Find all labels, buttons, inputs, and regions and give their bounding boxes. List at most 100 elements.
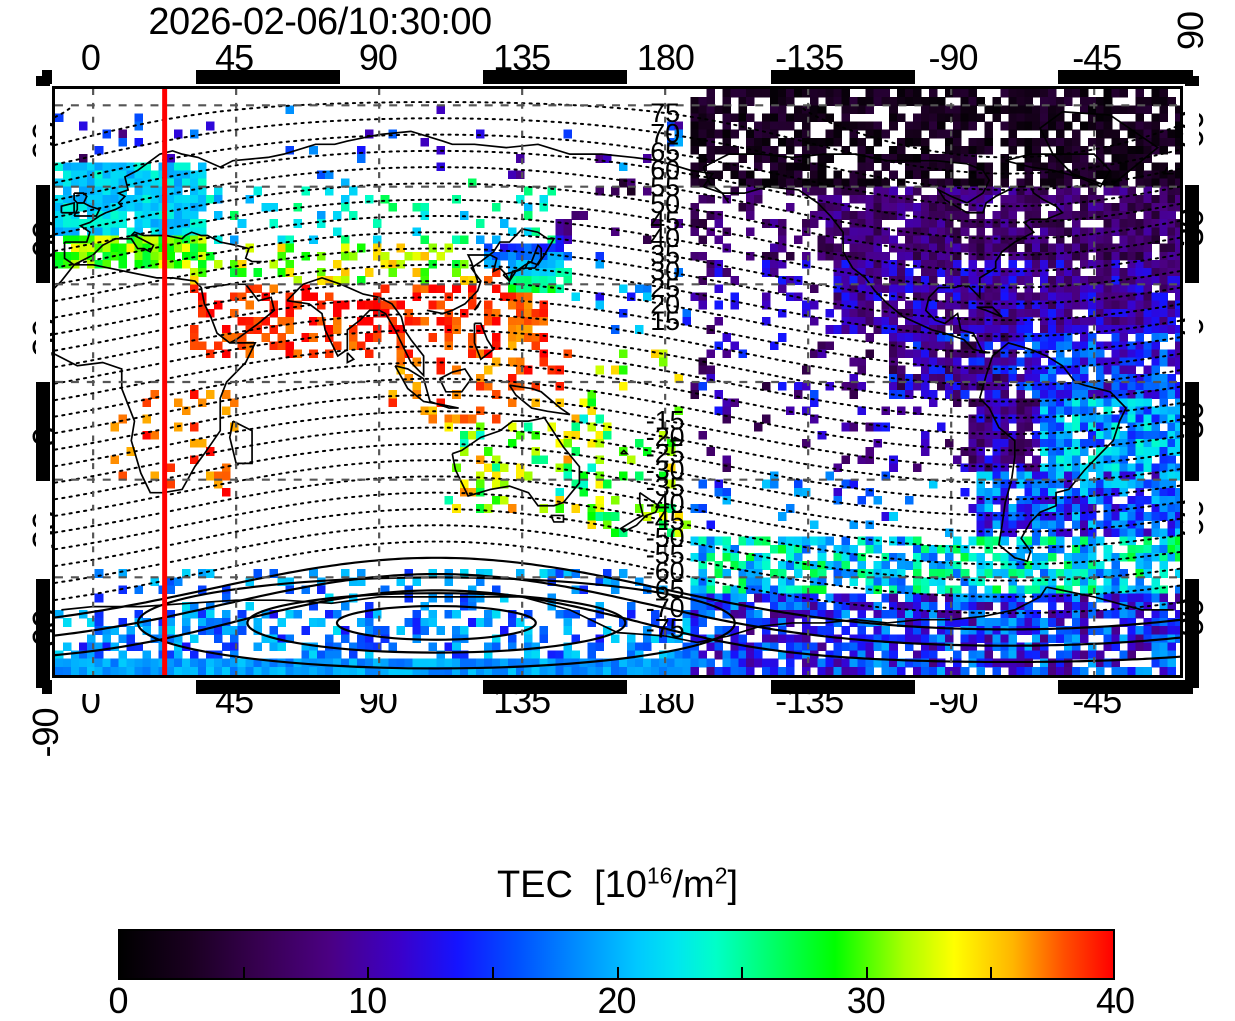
tec-cell — [873, 170, 882, 180]
tec-cell — [134, 186, 143, 196]
tec-cell — [1167, 471, 1176, 481]
tec-cell — [1071, 292, 1081, 302]
magnetic-latitude-contour — [55, 394, 1180, 468]
colorbar-unit-post: /m — [672, 864, 715, 906]
tec-cell — [531, 276, 541, 285]
tec-cell — [857, 308, 866, 318]
tec-cell — [944, 170, 954, 180]
tec-cell — [198, 227, 207, 237]
tec-cell — [960, 569, 970, 578]
tec-cell — [968, 414, 978, 424]
tec-cell — [849, 577, 859, 587]
tec-cell — [523, 650, 533, 660]
tec-cell — [1135, 487, 1145, 497]
tec-cell — [1111, 447, 1121, 456]
tec-cell — [905, 601, 914, 611]
tec-cell — [714, 235, 723, 245]
tec-cell — [1095, 113, 1105, 123]
tec-cell — [634, 438, 644, 448]
tec-cell — [1151, 520, 1160, 530]
tec-cell — [428, 414, 437, 424]
tec-cell — [1024, 373, 1033, 383]
tec-cell — [627, 178, 636, 188]
tec-cell — [1024, 300, 1033, 310]
tec-cell — [1095, 308, 1105, 318]
tec-cell — [992, 455, 1002, 464]
tec-cell — [809, 137, 819, 147]
tec-cell — [825, 561, 835, 570]
tec-cell — [285, 105, 294, 115]
tec-cell — [1016, 479, 1025, 489]
tec-cell — [1167, 211, 1176, 220]
tec-cell — [1175, 504, 1180, 513]
tec-cell — [1167, 259, 1176, 269]
tec-cell — [452, 650, 461, 660]
tec-cell — [698, 536, 708, 546]
tec-cell — [928, 544, 938, 554]
tec-cell — [1040, 97, 1049, 106]
tec-cell — [905, 235, 914, 245]
tec-cell — [881, 186, 890, 196]
tec-cell — [1175, 170, 1180, 180]
map-plot-area[interactable]: 75 70 65 60 55 50 45 40 35 30 25 20 15 -15 -20 -25 -30 -3… — [52, 86, 1183, 678]
tec-cell — [849, 186, 859, 196]
tec-cell — [1095, 471, 1105, 481]
tec-cell — [531, 642, 541, 652]
tec-cell — [698, 137, 708, 147]
tec-cell — [833, 129, 843, 139]
tec-cell — [976, 219, 986, 228]
tec-cell — [1008, 284, 1017, 294]
tec-cell — [102, 194, 112, 204]
tec-cell — [1143, 227, 1152, 237]
tec-cell — [1064, 512, 1073, 521]
tec-cell — [452, 626, 461, 635]
tec-cell — [1111, 626, 1121, 635]
tec-cell — [952, 601, 962, 611]
tec-cell — [237, 333, 247, 342]
tec-cell — [976, 137, 986, 147]
tec-cell — [1000, 121, 1009, 131]
tec-cell — [690, 227, 700, 237]
magnetic-latitude-contour — [55, 263, 1180, 338]
tec-cell — [1024, 268, 1033, 277]
tec-cell — [62, 194, 72, 204]
tec-cell — [507, 292, 517, 302]
tec-cell — [1159, 536, 1168, 546]
tec-cell — [333, 609, 342, 619]
tec-cell — [1000, 512, 1009, 521]
tec-cell — [388, 316, 398, 326]
tec-cell — [1064, 268, 1073, 277]
tec-cell — [1095, 145, 1105, 155]
tec-cell — [984, 512, 994, 521]
tec-cell — [507, 634, 517, 644]
tec-cell — [1167, 544, 1176, 554]
tec-cell — [190, 170, 199, 180]
tec-cell — [928, 561, 938, 570]
tec-cell — [94, 170, 104, 180]
tec-cell — [1056, 430, 1065, 440]
tec-cell — [1064, 333, 1073, 342]
tec-cell — [1079, 577, 1089, 587]
tec-cell — [1087, 202, 1097, 212]
tec-cell — [1032, 357, 1041, 367]
tec-cell — [984, 251, 994, 261]
tec-cell — [984, 658, 994, 668]
tec-cell — [452, 268, 461, 277]
tec-cell — [1127, 552, 1137, 562]
tec-cell — [1175, 422, 1180, 432]
tec-cell — [865, 658, 874, 668]
tec-cell — [992, 658, 1002, 668]
tec-cell — [134, 162, 143, 171]
tec-cell — [348, 186, 358, 196]
tec-cell — [86, 194, 96, 204]
tec-cell — [873, 577, 882, 587]
tec-cell — [706, 170, 716, 180]
tec-cell — [1056, 626, 1065, 635]
tec-cell — [1056, 422, 1065, 432]
tec-cell — [126, 243, 136, 253]
tec-cell — [913, 463, 922, 473]
tec-cell — [865, 259, 874, 269]
tec-cell — [777, 544, 787, 554]
tec-cell — [1032, 552, 1041, 562]
tec-cell — [865, 284, 874, 294]
